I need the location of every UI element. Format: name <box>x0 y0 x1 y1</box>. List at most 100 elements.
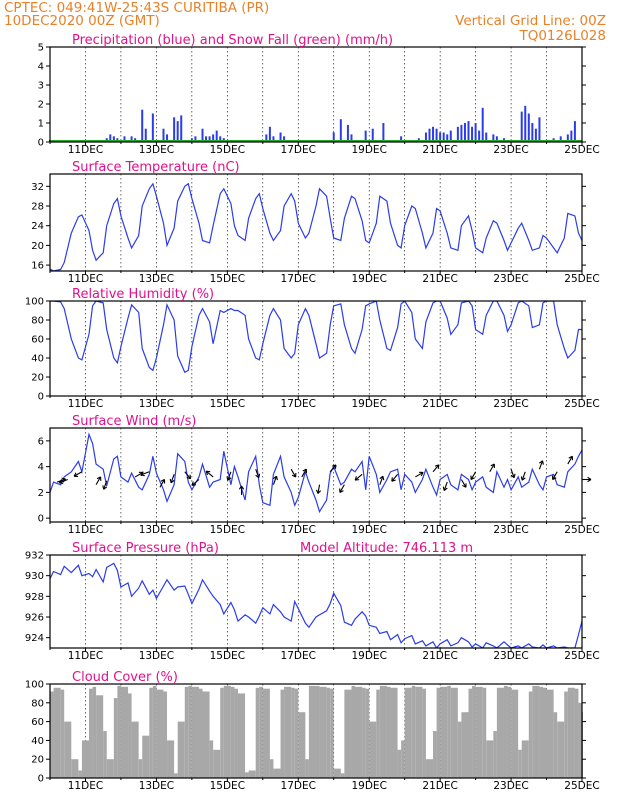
wind-title: Surface Wind (m/s) <box>72 414 196 429</box>
x-tick-label: 15DEC <box>210 524 245 536</box>
rh-frame <box>49 300 583 397</box>
x-tick-label: 25DEC <box>564 780 599 792</box>
wind-arrow <box>460 479 467 488</box>
wind-arrow <box>169 474 175 484</box>
precip-bar <box>208 136 211 142</box>
cloud-title: Cloud Cover (%) <box>72 670 178 685</box>
cloud-bar <box>578 702 582 778</box>
cloud-bar <box>106 759 114 778</box>
cloud-bar <box>472 685 476 778</box>
cloud-bar <box>397 749 402 778</box>
cloud-bar <box>496 687 504 778</box>
cloud-bar <box>532 685 540 778</box>
precip-bar <box>446 134 449 142</box>
x-tick-label: 25DEC <box>564 273 599 285</box>
header-grid-line: Vertical Grid Line: 00Z <box>455 13 606 29</box>
y-tick-label: 4 <box>38 62 44 73</box>
cloud-bar <box>255 687 260 778</box>
wind-arrow <box>567 455 574 465</box>
y-tick-label: 4 <box>38 462 44 473</box>
wind-arrow <box>191 479 200 486</box>
precip-bar <box>173 117 176 142</box>
x-tick-label: 21DEC <box>422 650 457 662</box>
cloud-bar <box>71 759 79 778</box>
cloud-bar <box>96 695 104 778</box>
wind-arrow <box>184 471 192 480</box>
precip-bar <box>439 132 442 142</box>
wind-arrow <box>73 471 83 477</box>
precip-bar <box>492 134 495 142</box>
cloud-bar <box>152 685 157 778</box>
cloud-bar <box>404 687 412 778</box>
cloud-bar <box>553 712 558 778</box>
cloud-bar <box>461 712 469 778</box>
cloud-bar <box>209 740 214 778</box>
cloud-bar <box>401 740 405 778</box>
precip-bar <box>524 105 527 142</box>
precip-frame <box>49 46 583 143</box>
precip-bar <box>463 123 466 142</box>
temp-title: Surface Temperature (nC) <box>72 160 240 175</box>
y-tick-label: 3 <box>38 81 44 92</box>
wind-arrow <box>255 469 261 479</box>
precip-bar <box>346 124 349 142</box>
cloud-bar <box>557 721 565 778</box>
cloud-bar <box>340 773 345 778</box>
cloud-bar <box>355 686 363 778</box>
wind-arrow <box>140 471 150 477</box>
cloud-bar <box>425 759 434 778</box>
x-tick-label: 25DEC <box>564 650 599 662</box>
x-tick-label: 13DEC <box>139 398 174 410</box>
cloud-bar <box>213 749 221 778</box>
pres-series-line <box>50 562 582 648</box>
precip-bar <box>166 134 169 142</box>
wind-arrow <box>510 469 516 479</box>
cloud-bar <box>546 689 554 778</box>
x-tick-label: 23DEC <box>493 780 528 792</box>
x-tick-label: 15DEC <box>210 650 245 662</box>
cloud-bar <box>344 689 352 778</box>
cloud-bar <box>269 759 274 778</box>
y-tick-label: 32 <box>31 182 44 193</box>
x-tick-label: 13DEC <box>139 273 174 285</box>
x-tick-label: 19DEC <box>351 780 386 792</box>
precip-bar <box>151 113 154 142</box>
precip-bar <box>109 134 112 142</box>
x-tick-label: 13DEC <box>139 650 174 662</box>
cloud-panel <box>46 683 586 782</box>
x-tick-label: 17DEC <box>281 650 316 662</box>
rh-title: Relative Humidity (%) <box>72 287 214 302</box>
y-tick-label: 0 <box>38 392 44 403</box>
x-tick-label: 19DEC <box>351 650 386 662</box>
precip-bar <box>144 128 147 142</box>
precip-bar <box>478 130 481 142</box>
y-tick-label: 2 <box>38 100 44 111</box>
y-tick-label: 1 <box>38 119 44 130</box>
x-tick-label: 15DEC <box>210 780 245 792</box>
x-tick-label: 25DEC <box>564 144 599 156</box>
y-tick-label: 40 <box>31 736 44 747</box>
precip-bar <box>141 109 144 142</box>
x-tick-label: 17DEC <box>281 524 316 536</box>
x-tick-label: 11DEC <box>68 398 103 410</box>
cloud-bar <box>120 686 129 778</box>
wind-panel <box>46 427 592 526</box>
y-tick-label: 924 <box>25 633 44 644</box>
cloud-bar <box>521 740 529 778</box>
precip-bar <box>194 136 197 142</box>
y-tick-label: 0 <box>38 514 44 525</box>
y-tick-label: 60 <box>31 717 44 728</box>
cloud-bar <box>542 687 547 778</box>
cloud-bar <box>574 688 579 778</box>
y-tick-label: 28 <box>31 202 44 213</box>
precip-bar <box>442 132 445 142</box>
cloud-bar <box>308 685 316 778</box>
cloud-bar <box>291 687 295 778</box>
cloud-bar <box>284 686 292 778</box>
cloud-bar <box>539 686 543 778</box>
y-tick-label: 80 <box>31 316 44 327</box>
temp-series-line <box>50 182 582 271</box>
precip-bar <box>123 136 126 142</box>
y-tick-label: 5 <box>38 43 44 54</box>
cloud-bar <box>220 687 224 778</box>
